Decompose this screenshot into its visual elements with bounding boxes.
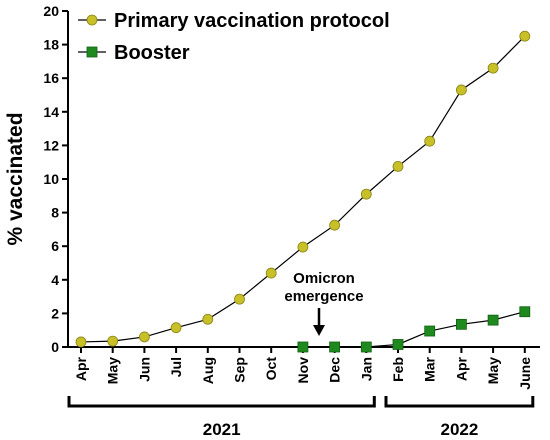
data-point — [487, 62, 499, 74]
x-tick-label: May — [105, 357, 121, 384]
x-tick-label: Nov — [295, 357, 311, 384]
legend-marker — [86, 14, 98, 26]
x-tick-label: Jul — [168, 357, 184, 377]
legend-label: Primary vaccination protocol — [114, 10, 390, 32]
x-tick-label: Feb — [390, 357, 406, 382]
y-tick-label: 6 — [51, 238, 59, 254]
y-axis-label: % vaccinated — [4, 112, 27, 245]
annotation-line: emergence — [284, 288, 363, 305]
data-point — [265, 267, 277, 279]
y-tick-label: 16 — [43, 70, 59, 86]
y-axis-ticks: 0 2 4 6 8 10 12 14 16 18 20 — [43, 3, 68, 355]
x-tick-label: May — [485, 357, 501, 384]
y-tick-label: 20 — [43, 3, 59, 19]
x-tick-label: Oct — [263, 357, 279, 381]
data-point — [519, 306, 531, 318]
x-tick-label: Jan — [358, 357, 374, 381]
data-point — [360, 188, 372, 200]
x-tick-label: Dec — [327, 357, 343, 383]
x-tick-label: Apr — [453, 356, 469, 381]
x-tick-label: Sep — [232, 357, 248, 383]
data-point — [297, 241, 309, 253]
data-point — [107, 335, 119, 347]
data-point — [75, 336, 87, 348]
data-point — [392, 160, 404, 172]
x-axis-ticks: Apr May Jun Jul Aug Sep Oct Nov Dec Jan Feb Mar Apr M… — [73, 347, 533, 390]
data-point — [202, 313, 214, 325]
year-bracket — [384, 396, 535, 408]
data-point — [487, 314, 499, 326]
x-tick-label: Mar — [422, 356, 438, 381]
year-label: 2022 — [440, 420, 478, 439]
x-tick-label: June — [517, 357, 533, 390]
annotation-arrow-head — [313, 325, 325, 336]
data-point — [455, 318, 467, 330]
data-point — [424, 325, 436, 337]
x-tick-label: Jun — [136, 357, 152, 382]
y-tick-label: 18 — [43, 37, 59, 53]
year-bracket — [67, 396, 376, 408]
y-tick-label: 4 — [51, 272, 59, 288]
y-tick-label: 14 — [43, 104, 59, 120]
annotation-line: Omicron — [293, 270, 355, 287]
data-point — [455, 84, 467, 96]
data-point — [329, 341, 341, 353]
y-tick-label: 8 — [51, 205, 59, 221]
data-point — [329, 219, 341, 231]
y-tick-label: 10 — [43, 171, 59, 187]
legend-label: Booster — [114, 42, 190, 64]
data-point — [170, 322, 182, 334]
data-point — [424, 135, 436, 147]
data-point — [138, 331, 150, 343]
legend: Primary vaccination protocol Booster — [78, 10, 390, 64]
data-point — [519, 30, 531, 42]
y-tick-label: 2 — [51, 305, 59, 321]
data-point — [297, 341, 309, 353]
legend-marker — [86, 46, 98, 58]
x-tick-label: Apr — [73, 356, 89, 381]
x-tick-label: Aug — [200, 357, 216, 384]
data-point — [234, 293, 245, 305]
year-brackets: 2021 2022 — [67, 396, 535, 439]
series-layer — [75, 30, 531, 353]
y-tick-label: 12 — [43, 137, 59, 153]
y-tick-label: 0 — [51, 339, 59, 355]
data-point — [392, 339, 404, 350]
year-label: 2021 — [203, 420, 241, 439]
data-point — [360, 341, 372, 353]
